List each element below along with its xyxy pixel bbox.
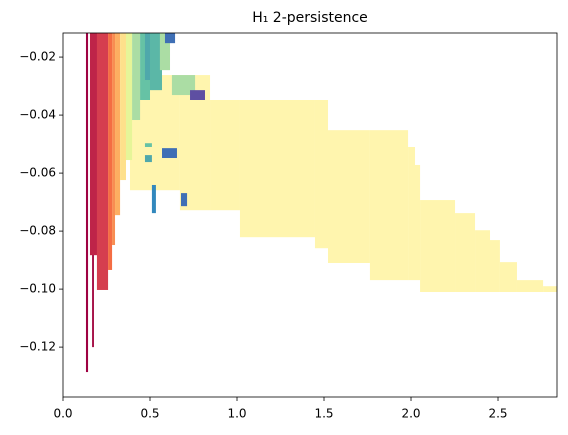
module-rect [171, 75, 196, 96]
module-rect [144, 155, 152, 163]
x-tick-label: 0.5 [140, 407, 159, 421]
module-rect [420, 200, 456, 293]
chart-title: H₁ 2-persistence [252, 10, 368, 26]
module-rect [150, 33, 163, 91]
plot-frame [62, 32, 558, 398]
module-rect [415, 164, 421, 281]
module-rect [164, 33, 176, 44]
module-rect [120, 33, 126, 181]
module-rect [328, 130, 370, 264]
module-rect [408, 146, 416, 281]
y-tick-label: −0.02 [19, 50, 56, 64]
module-rect [516, 280, 544, 293]
module-rect [108, 33, 113, 270]
module-rect [210, 99, 240, 211]
module-rect [85, 33, 89, 373]
module-rect [499, 262, 517, 293]
module-rect [490, 240, 500, 293]
module-rect [89, 33, 98, 256]
module-rect [239, 99, 315, 238]
x-tick-label: 2.0 [401, 407, 420, 421]
module-rect [190, 90, 205, 100]
module-rect [151, 184, 156, 214]
module-rect [96, 33, 109, 290]
module-rect [455, 213, 476, 293]
module-rect [125, 33, 133, 161]
module-rect [144, 143, 152, 147]
y-tick-label: −0.12 [19, 340, 56, 354]
module-rect [180, 193, 188, 207]
y-tick-label: −0.10 [19, 282, 56, 296]
x-tick-label: 1.5 [314, 407, 333, 421]
module-rect [314, 99, 329, 249]
y-tick-label: −0.06 [19, 166, 56, 180]
x-tick-label: 2.5 [488, 407, 507, 421]
y-tick-label: −0.04 [19, 108, 56, 122]
y-tick-label: −0.08 [19, 224, 56, 238]
module-rect [369, 130, 409, 281]
module-rect [115, 33, 121, 216]
x-tick-label: 1.0 [227, 407, 246, 421]
module-rect [543, 286, 557, 293]
module-rect [159, 33, 171, 71]
x-tick-label: 0.0 [53, 407, 72, 421]
module-rect [162, 148, 177, 159]
module-rect [475, 230, 491, 293]
module-rect [132, 33, 141, 121]
module-rect [112, 33, 116, 246]
